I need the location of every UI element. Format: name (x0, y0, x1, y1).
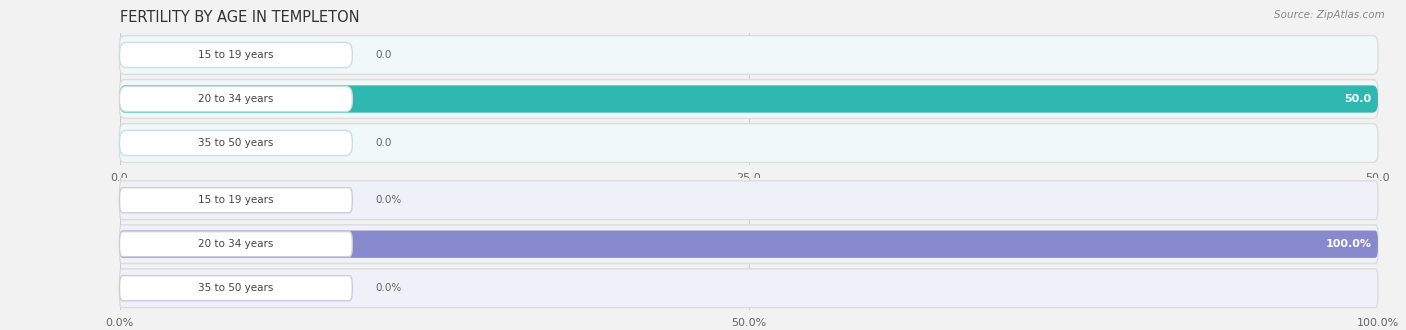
FancyBboxPatch shape (120, 181, 1378, 219)
FancyBboxPatch shape (120, 36, 1378, 74)
FancyBboxPatch shape (120, 188, 353, 213)
Text: 35 to 50 years: 35 to 50 years (198, 283, 274, 293)
Text: 15 to 19 years: 15 to 19 years (198, 50, 274, 60)
FancyBboxPatch shape (120, 85, 1378, 113)
FancyBboxPatch shape (120, 232, 353, 257)
FancyBboxPatch shape (120, 86, 353, 112)
FancyBboxPatch shape (120, 130, 353, 155)
FancyBboxPatch shape (120, 231, 1378, 258)
Text: 100.0%: 100.0% (1326, 239, 1372, 249)
FancyBboxPatch shape (120, 269, 1378, 308)
FancyBboxPatch shape (120, 276, 353, 301)
Text: 20 to 34 years: 20 to 34 years (198, 239, 274, 249)
Text: 50.0: 50.0 (1344, 94, 1372, 104)
Text: 0.0: 0.0 (375, 50, 391, 60)
Text: FERTILITY BY AGE IN TEMPLETON: FERTILITY BY AGE IN TEMPLETON (120, 10, 359, 25)
FancyBboxPatch shape (120, 80, 1378, 118)
FancyBboxPatch shape (120, 43, 353, 68)
Text: 35 to 50 years: 35 to 50 years (198, 138, 274, 148)
Text: 0.0%: 0.0% (375, 195, 401, 205)
Text: 0.0%: 0.0% (375, 283, 401, 293)
Text: Source: ZipAtlas.com: Source: ZipAtlas.com (1274, 10, 1385, 20)
FancyBboxPatch shape (120, 124, 1378, 162)
FancyBboxPatch shape (120, 225, 1378, 264)
Text: 15 to 19 years: 15 to 19 years (198, 195, 274, 205)
Text: 0.0: 0.0 (375, 138, 391, 148)
Text: 20 to 34 years: 20 to 34 years (198, 94, 274, 104)
